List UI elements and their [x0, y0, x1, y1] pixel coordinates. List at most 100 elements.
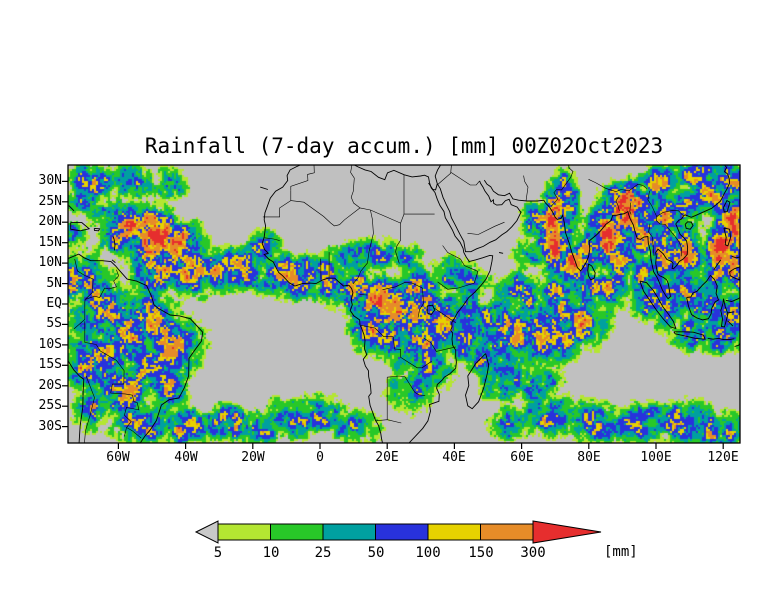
border-path: [400, 356, 432, 369]
border-path: [629, 202, 632, 215]
colorbar-tick-label: 25: [314, 545, 332, 561]
border-path: [124, 395, 140, 437]
border-path: [395, 223, 401, 264]
y-axis-label: 20N: [38, 214, 62, 229]
coastline-path: [729, 266, 740, 281]
coastline-path: [713, 259, 722, 270]
y-axis-label: 20S: [38, 378, 62, 393]
coastline-path: [686, 274, 720, 321]
border-path: [84, 375, 95, 443]
border-path: [523, 175, 529, 202]
colorbar-tick-label: 150: [468, 545, 494, 561]
border-path: [648, 223, 655, 256]
colorbar-segment: [375, 523, 429, 541]
x-axis-label: 0: [316, 450, 324, 465]
border-path: [290, 165, 315, 191]
y-axis-label: 15S: [38, 357, 62, 372]
y-axis-label: 5N: [46, 276, 62, 291]
border-path: [550, 165, 574, 207]
border-path: [647, 190, 682, 257]
border-path: [74, 258, 94, 300]
y-axis-label: EQ: [46, 296, 62, 311]
y-axis-label: 5S: [46, 316, 62, 331]
colorbar-tick-label: 300: [520, 545, 546, 561]
border-path: [350, 165, 361, 209]
coastline-path: [68, 360, 85, 443]
y-axis-label: 30N: [38, 173, 62, 188]
x-axis-label: 20W: [241, 450, 265, 465]
border-path: [73, 269, 120, 330]
border-path: [467, 221, 505, 235]
border-path: [437, 281, 458, 290]
border-path: [423, 337, 456, 352]
y-axis-label: 25S: [38, 398, 62, 413]
coastline-path: [587, 263, 596, 281]
border-path: [382, 281, 424, 318]
border-path: [450, 172, 480, 186]
border-path: [262, 190, 292, 218]
border-path: [437, 165, 452, 185]
border-path: [387, 375, 426, 396]
coastline-path: [436, 180, 522, 253]
coastline-path: [93, 227, 101, 232]
border-path: [352, 251, 370, 285]
coastline-path: [727, 311, 735, 314]
y-axis-label: 30S: [38, 419, 62, 434]
border-path: [434, 307, 456, 324]
colorbar-segment: [322, 523, 376, 541]
x-axis-label: 40W: [174, 450, 198, 465]
plot-title: Rainfall (7-day accum.) [mm] 00Z02Oct202…: [144, 134, 664, 158]
coastline-path: [725, 297, 740, 302]
coastline-path: [111, 259, 116, 264]
border-path: [588, 179, 648, 192]
y-axis-label: 10N: [38, 255, 62, 270]
colorbar-arrow-left: [194, 520, 219, 544]
coastline-path: [465, 353, 490, 410]
coastline-path: [673, 331, 706, 340]
coastline-path: [684, 221, 694, 230]
border-path: [264, 237, 280, 241]
map-lines-group: [68, 165, 740, 443]
border-path: [442, 245, 465, 266]
coastline-path: [639, 280, 677, 330]
border-path: [359, 207, 405, 224]
coastline-path: [112, 236, 116, 251]
coastline-path: [499, 252, 504, 254]
colorbar-tick-label: 100: [415, 545, 441, 561]
border-path: [375, 419, 402, 424]
coastline-path: [731, 255, 740, 259]
border-path: [84, 321, 133, 396]
coastline-path: [483, 165, 731, 300]
coastline-path: [734, 342, 740, 347]
colorbar-arrow-right: [532, 520, 602, 544]
colorbar-segment: [217, 523, 271, 541]
coastline-path: [707, 337, 735, 341]
border-path: [615, 196, 620, 211]
coastline-path: [723, 227, 732, 247]
coastline-path: [723, 199, 731, 213]
x-axis-label: 80E: [577, 450, 601, 465]
x-axis-label: 60E: [510, 450, 534, 465]
x-axis-label: 20E: [375, 450, 399, 465]
border-path: [360, 325, 401, 358]
x-axis-label: 100E: [640, 450, 672, 465]
coastline-path: [68, 253, 204, 443]
colorbar-units-label: [mm]: [604, 544, 638, 560]
coastline-path: [68, 205, 75, 212]
border-path: [656, 210, 684, 217]
x-axis-label: 120E: [707, 450, 739, 465]
border-path: [368, 209, 374, 252]
x-axis-label: 40E: [442, 450, 466, 465]
y-axis-label: 15N: [38, 235, 62, 250]
coastline-path: [354, 165, 494, 443]
colorbar-segment: [480, 523, 534, 541]
coastline-path: [426, 304, 436, 316]
coastline-path: [720, 298, 729, 328]
colorbar-tick-label: 10: [262, 545, 280, 561]
colorbar-segment: [270, 523, 324, 541]
border-path: [457, 265, 479, 289]
y-axis-label: 10S: [38, 337, 62, 352]
colorbar-tick-label: 50: [367, 545, 385, 561]
